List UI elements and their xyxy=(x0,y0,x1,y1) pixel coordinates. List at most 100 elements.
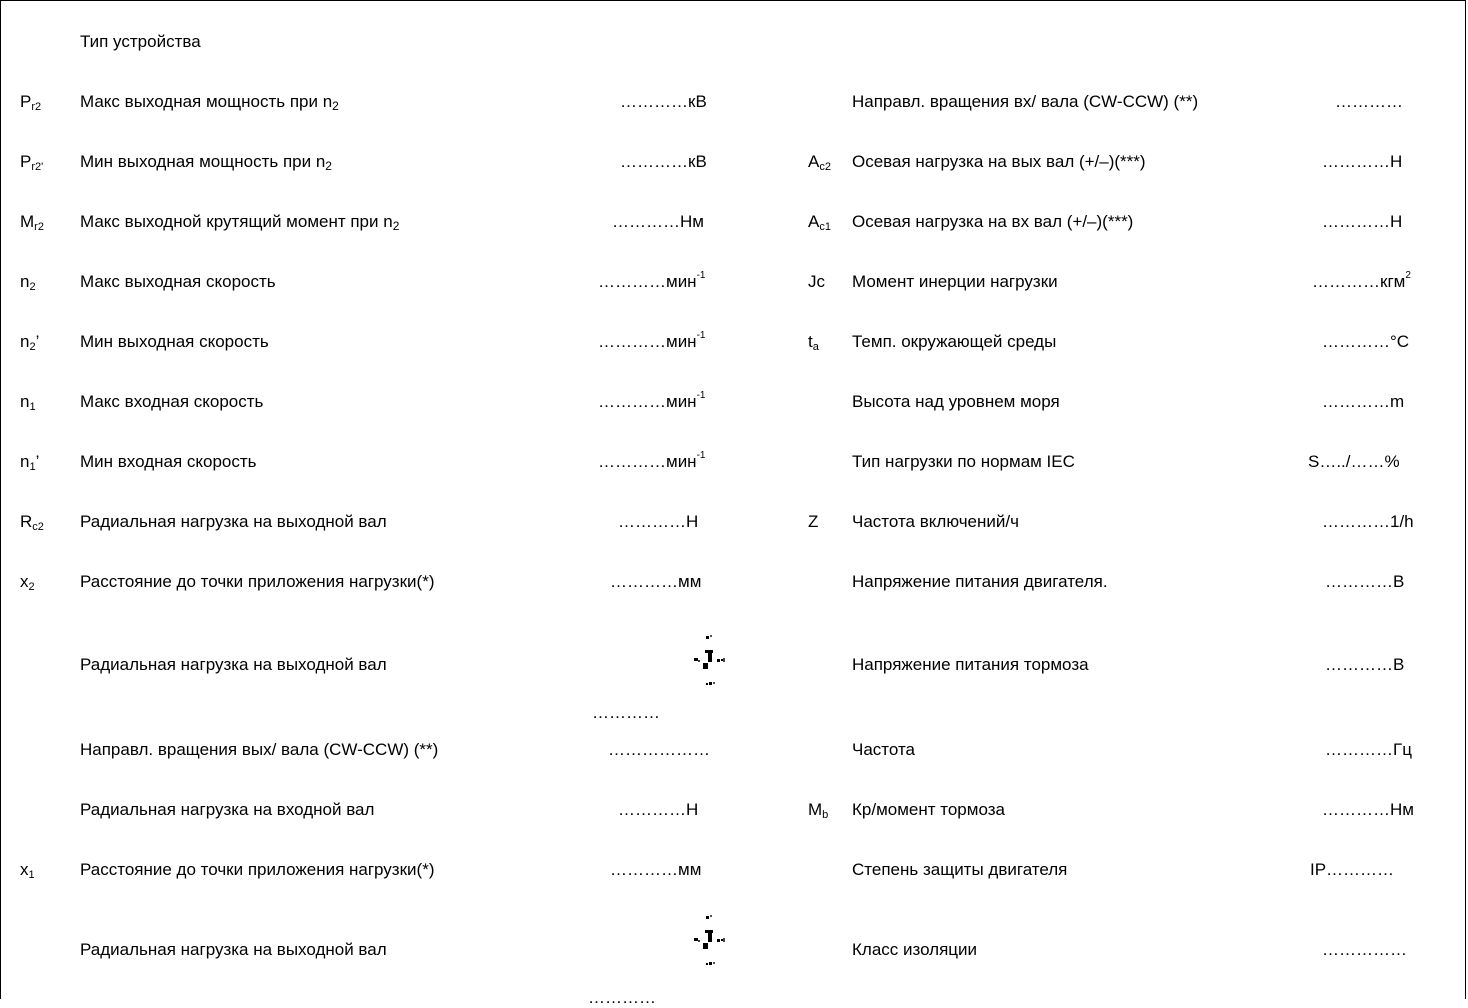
left-label: Мин выходная мощность при n2 xyxy=(80,152,332,176)
left-symbol: Rc2 xyxy=(20,512,44,537)
label-text: Направл. вращения вых/ вала (CW-CCW) (**… xyxy=(80,740,439,759)
value-text: …………Н xyxy=(1322,212,1403,231)
symbol-subscript: a xyxy=(812,341,819,353)
symbol-base: R xyxy=(20,512,33,531)
symbol-prime: ’ xyxy=(35,332,40,351)
form-title: Тип устройства xyxy=(80,32,201,51)
left-label: Радиальная нагрузка на входной вал xyxy=(80,800,374,820)
value-text: …………Нм xyxy=(612,212,704,231)
label-text: Радиальная нагрузка на выходной вал xyxy=(80,512,387,531)
load-direction-diagram-2 xyxy=(694,915,725,965)
symbol-base: t xyxy=(808,332,813,351)
symbol-subscript: b xyxy=(822,809,829,821)
left-symbol: x1 xyxy=(20,860,35,885)
value-text: …………… xyxy=(1322,940,1407,959)
left-label: Радиальная нагрузка на выходной вал xyxy=(80,512,387,532)
label-text: Макс выходная скорость xyxy=(80,272,276,291)
label-subscript: 2 xyxy=(325,159,332,173)
right-label: Напряжение питания двигателя. xyxy=(852,572,1108,592)
symbol-subscript: c2 xyxy=(819,161,831,173)
left-label: Радиальная нагрузка на выходной вал xyxy=(80,655,387,675)
right-value-field: …………… xyxy=(1322,940,1407,960)
label-text: Тип нагрузки по нормам IEC xyxy=(852,452,1075,471)
symbol-subscript: c2 xyxy=(32,521,44,533)
left-label: Макс входная скорость xyxy=(80,392,263,412)
symbol-base: Z xyxy=(808,512,819,531)
right-label: Осевая нагрузка на вх вал (+/–)(***) xyxy=(852,212,1133,232)
symbol-base: n xyxy=(20,272,30,291)
symbol-subscript: 2 xyxy=(29,281,36,293)
left-label: Мин входная скорость xyxy=(80,452,257,472)
label-text: Расстояние до точки приложения нагрузки(… xyxy=(80,860,435,879)
right-value-field: …………В xyxy=(1325,655,1404,675)
right-label: Направл. вращения вх/ вала (CW-CCW) (**) xyxy=(852,92,1198,112)
symbol-base: A xyxy=(808,212,820,231)
symbol-base: P xyxy=(20,152,32,171)
label-text: Осевая нагрузка на вых вал (+/–)(***) xyxy=(852,152,1146,171)
symbol-base: M xyxy=(808,800,823,819)
left-value-field: ………… xyxy=(588,988,656,1008)
right-value-field: …………1/h xyxy=(1322,512,1414,532)
left-label: Направл. вращения вых/ вала (CW-CCW) (**… xyxy=(80,740,438,760)
symbol-subscript: 1 xyxy=(29,461,36,473)
symbol-base: Jc xyxy=(808,272,825,291)
value-superscript: -1 xyxy=(696,330,706,341)
left-label: Радиальная нагрузка на выходной вал xyxy=(80,940,387,960)
value-superscript: -1 xyxy=(696,390,706,401)
left-symbol: Pr2' xyxy=(20,152,43,177)
right-value-field: …………Нм xyxy=(1322,800,1414,820)
symbol-base: x xyxy=(20,572,29,591)
left-value-field: …………Н xyxy=(618,800,698,820)
right-value-field: …………Н xyxy=(1322,152,1402,172)
left-value-field: …………мин-1 xyxy=(598,450,706,472)
left-value-field: …………мин-1 xyxy=(598,330,706,352)
label-text: Напряжение питания двигателя. xyxy=(852,572,1108,591)
label-text: Макс выходной крутящий момент при n xyxy=(80,212,393,231)
left-value-field: …………мм xyxy=(610,572,701,592)
value-text: …………Гц xyxy=(1325,740,1412,759)
value-text: …………Н xyxy=(1322,152,1403,171)
value-text: …………В xyxy=(1325,572,1405,591)
right-value-field: …………m xyxy=(1322,392,1404,412)
right-value-field: IP………… xyxy=(1310,860,1394,880)
right-value-field: …………В xyxy=(1325,572,1404,592)
value-superscript: 2 xyxy=(1405,270,1411,281)
value-text: …………1/h xyxy=(1322,512,1414,531)
right-value-field: S…../……% xyxy=(1308,452,1400,472)
value-text: …………мин xyxy=(598,332,697,351)
value-text: …………кВ xyxy=(620,92,707,111)
value-text: S…../……% xyxy=(1308,452,1400,471)
right-label: Момент инерции нагрузки xyxy=(852,272,1058,292)
value-text: ……………… xyxy=(608,740,710,759)
right-label: Частота включений/ч xyxy=(852,512,1019,532)
right-label: Осевая нагрузка на вых вал (+/–)(***) xyxy=(852,152,1146,172)
value-superscript: -1 xyxy=(696,450,706,461)
value-text: ………… xyxy=(1335,92,1403,111)
left-symbol: Pr2 xyxy=(20,92,41,117)
label-text: Радиальная нагрузка на выходной вал xyxy=(80,940,387,959)
left-label: Макс выходная скорость xyxy=(80,272,276,292)
symbol-subscript: r2 xyxy=(31,101,42,113)
left-symbol: n1 xyxy=(20,392,36,417)
label-text: Темп. окружающей среды xyxy=(852,332,1057,351)
symbol-subscript: 1 xyxy=(29,401,36,413)
label-text: Радиальная нагрузка на выходной вал xyxy=(80,655,387,674)
value-text: …………мин xyxy=(598,272,697,291)
load-direction-diagram-1 xyxy=(694,635,725,685)
left-symbol: n1’ xyxy=(20,452,39,477)
right-value-field: …………Н xyxy=(1322,212,1402,232)
right-label: Частота xyxy=(852,740,915,760)
right-value-field: …………кгм2 xyxy=(1312,270,1411,292)
right-symbol: Z xyxy=(808,512,818,532)
left-value-field: ……………… xyxy=(608,740,710,760)
label-text: Кр/момент тормоза xyxy=(852,800,1005,819)
symbol-prime: ’ xyxy=(35,452,40,471)
label-text: Степень защиты двигателя xyxy=(852,860,1068,879)
value-text: …………Нм xyxy=(1322,800,1414,819)
value-text: …………мин xyxy=(598,392,697,411)
value-text: …………кВ xyxy=(620,152,707,171)
left-label: Мин выходная скорость xyxy=(80,332,269,352)
symbol-base: P xyxy=(20,92,32,111)
left-label: Расстояние до точки приложения нагрузки(… xyxy=(80,860,434,880)
